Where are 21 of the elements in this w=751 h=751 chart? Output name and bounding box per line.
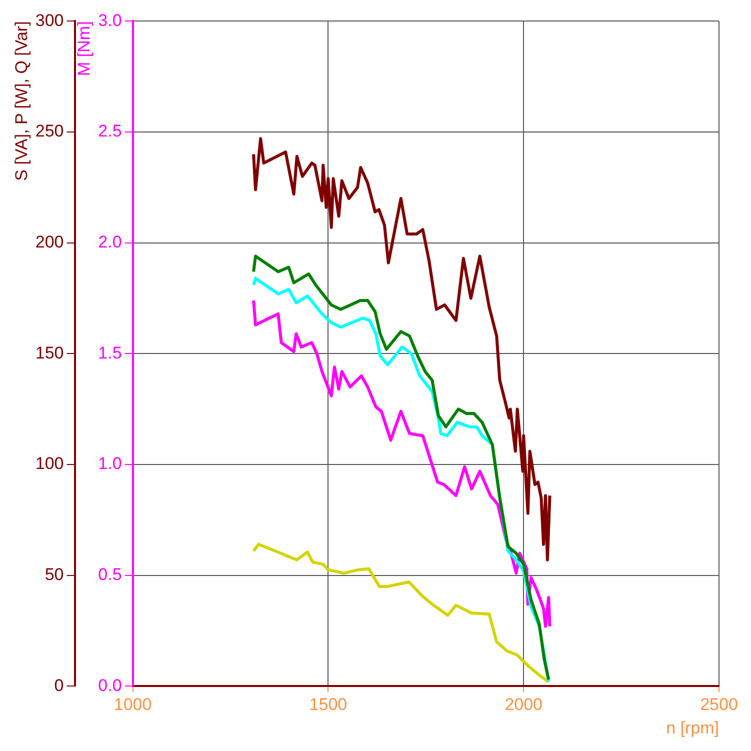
y-tick-label: 200 (35, 232, 64, 252)
y-axis-title: S [VA], P [W], Q [Var] (12, 21, 31, 181)
y-tick-label: 150 (35, 343, 64, 362)
x-tick-label: 2000 (504, 695, 543, 714)
x-tick-label: 1500 (309, 695, 348, 714)
y2-tick-label: 1.0 (98, 454, 122, 474)
y2-tick-label: 2.5 (98, 122, 122, 141)
y2-axis-title: M [Nm] (74, 21, 94, 76)
y2-tick-label: 0.5 (98, 565, 122, 584)
x-tick-label: 1000 (114, 695, 152, 714)
x-axis-title: n [rpm] (666, 718, 719, 738)
y2-tick-label: 3.0 (98, 10, 122, 30)
y-tick-label: 100 (35, 454, 64, 474)
y-tick-label: 250 (35, 122, 64, 141)
y-tick-label: 300 (35, 10, 64, 30)
y2-tick-label: 0.0 (98, 676, 122, 695)
x-tick-label: 2500 (700, 695, 738, 714)
y-tick-label: 0 (54, 676, 64, 695)
y2-tick-label: 2.0 (98, 232, 122, 252)
y2-tick-label: 1.5 (98, 343, 122, 362)
y-tick-label: 50 (44, 565, 64, 584)
